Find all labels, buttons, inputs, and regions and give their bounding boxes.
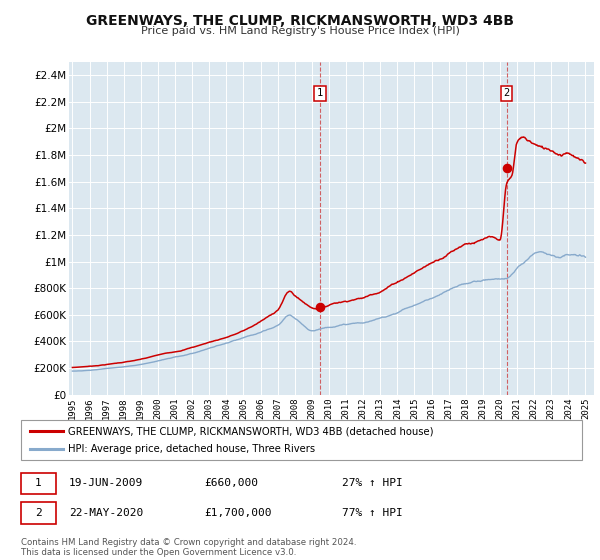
Text: 19-JUN-2009: 19-JUN-2009: [69, 478, 143, 488]
Text: 1: 1: [35, 478, 42, 488]
Text: HPI: Average price, detached house, Three Rivers: HPI: Average price, detached house, Thre…: [68, 444, 315, 454]
Text: 1: 1: [317, 88, 323, 98]
Text: 27% ↑ HPI: 27% ↑ HPI: [342, 478, 403, 488]
Text: This data is licensed under the Open Government Licence v3.0.: This data is licensed under the Open Gov…: [21, 548, 296, 557]
Text: 2: 2: [503, 88, 510, 98]
Text: 22-MAY-2020: 22-MAY-2020: [69, 508, 143, 518]
Text: £1,700,000: £1,700,000: [204, 508, 271, 518]
Text: 2: 2: [35, 508, 42, 518]
Text: 77% ↑ HPI: 77% ↑ HPI: [342, 508, 403, 518]
Text: Contains HM Land Registry data © Crown copyright and database right 2024.: Contains HM Land Registry data © Crown c…: [21, 538, 356, 547]
Point: [315, 302, 325, 311]
Text: £660,000: £660,000: [204, 478, 258, 488]
Point: [502, 164, 511, 172]
Text: Price paid vs. HM Land Registry's House Price Index (HPI): Price paid vs. HM Land Registry's House …: [140, 26, 460, 36]
Text: GREENWAYS, THE CLUMP, RICKMANSWORTH, WD3 4BB: GREENWAYS, THE CLUMP, RICKMANSWORTH, WD3…: [86, 14, 514, 28]
Text: GREENWAYS, THE CLUMP, RICKMANSWORTH, WD3 4BB (detached house): GREENWAYS, THE CLUMP, RICKMANSWORTH, WD3…: [68, 426, 433, 436]
